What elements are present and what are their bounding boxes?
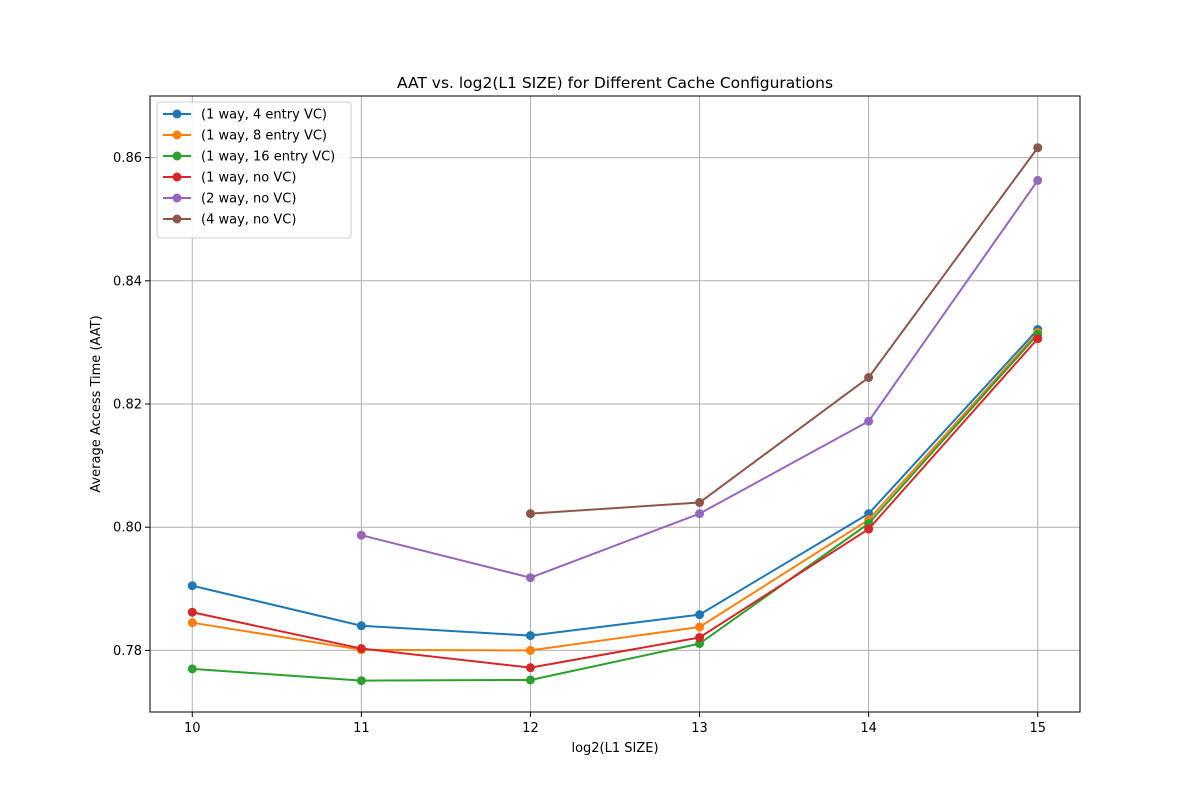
data-point: [1033, 334, 1043, 344]
data-point: [187, 664, 197, 674]
data-point: [187, 618, 197, 628]
series-line: [192, 333, 1039, 682]
data-point: [695, 498, 705, 508]
legend-item: (1 way, 4 entry VC): [163, 108, 327, 123]
y-tick-label: 0.78: [113, 644, 142, 659]
data-point: [525, 645, 535, 655]
legend-marker: [172, 109, 182, 119]
y-tick-label: 0.82: [113, 398, 142, 413]
data-point: [356, 621, 366, 631]
y-tick-label: 0.80: [113, 521, 142, 536]
data-point: [356, 530, 366, 540]
x-tick-label: 10: [184, 721, 201, 736]
legend-label: (2 way, no VC): [201, 192, 296, 207]
series-3: [187, 329, 1043, 686]
data-point: [695, 639, 705, 649]
data-point: [695, 622, 705, 632]
legend-label: (4 way, no VC): [201, 213, 296, 228]
legend-item: (1 way, 16 entry VC): [163, 150, 335, 165]
x-tick-label: 11: [353, 721, 370, 736]
legend-marker: [172, 130, 182, 140]
x-tick-label: 12: [522, 721, 539, 736]
data-point: [1033, 175, 1043, 185]
data-point: [187, 607, 197, 617]
series-lines: [187, 143, 1043, 686]
series-1: [187, 324, 1043, 641]
legend-item: (4 way, no VC): [163, 213, 296, 228]
chart-title: AAT vs. log2(L1 SIZE) for Different Cach…: [397, 74, 833, 92]
data-point: [356, 676, 366, 686]
legend-item: (1 way, no VC): [163, 171, 296, 186]
x-tick-label: 14: [860, 721, 877, 736]
legend-box: [156, 101, 352, 239]
series-line: [192, 331, 1039, 652]
data-point: [864, 416, 874, 426]
legend-label: (1 way, no VC): [201, 171, 296, 186]
axis-ticks: 10 11 12 13 14 15 0.78 0.80 0.82 0.84 0.86: [113, 151, 1046, 736]
data-point: [525, 675, 535, 685]
series-line: [192, 328, 1039, 637]
series-5: [356, 175, 1043, 583]
data-point: [525, 663, 535, 673]
x-axis-label: log2(L1 SIZE): [571, 741, 658, 756]
data-point: [1033, 143, 1043, 153]
legend: (1 way, 4 entry VC) (1 way, 8 entry VC) (1…: [156, 101, 352, 239]
y-tick-label: 0.86: [113, 151, 142, 166]
data-point: [525, 631, 535, 641]
x-tick-label: 13: [691, 721, 708, 736]
legend-label: (1 way, 8 entry VC): [201, 129, 327, 144]
legend-label: (1 way, 16 entry VC): [201, 150, 335, 165]
legend-marker: [172, 214, 182, 224]
series-line: [192, 338, 1039, 669]
legend-marker: [172, 193, 182, 203]
x-tick-label: 15: [1029, 721, 1046, 736]
data-point: [187, 581, 197, 591]
legend-marker: [172, 172, 182, 182]
legend-item: (1 way, 8 entry VC): [163, 129, 327, 144]
y-tick-label: 0.84: [113, 274, 142, 289]
series-4: [187, 334, 1043, 673]
series-6: [525, 143, 1043, 519]
legend-marker: [172, 151, 182, 161]
series-line: [530, 147, 1039, 515]
y-axis-label: Average Access Time (AAT): [89, 315, 104, 492]
data-point: [864, 373, 874, 383]
data-point: [695, 610, 705, 620]
legend-item: (2 way, no VC): [163, 192, 296, 207]
data-point: [525, 573, 535, 583]
legend-label: (1 way, 4 entry VC): [201, 108, 327, 123]
data-point: [525, 509, 535, 519]
data-point: [864, 524, 874, 534]
data-point: [356, 644, 366, 654]
data-point: [695, 509, 705, 519]
series-2: [187, 328, 1043, 655]
data-point: [695, 632, 705, 642]
